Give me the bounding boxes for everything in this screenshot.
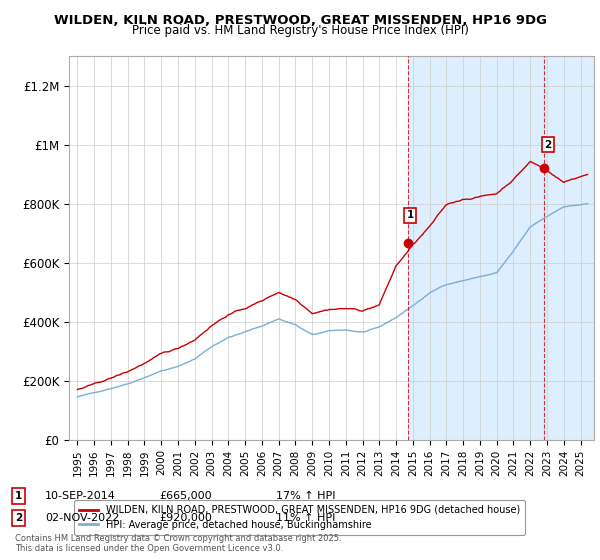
Text: 1: 1	[15, 491, 22, 501]
Text: £665,000: £665,000	[159, 491, 212, 501]
Text: Contains HM Land Registry data © Crown copyright and database right 2025.
This d: Contains HM Land Registry data © Crown c…	[15, 534, 341, 553]
Text: 02-NOV-2022: 02-NOV-2022	[45, 513, 119, 523]
Legend: WILDEN, KILN ROAD, PRESTWOOD, GREAT MISSENDEN, HP16 9DG (detached house), HPI: A: WILDEN, KILN ROAD, PRESTWOOD, GREAT MISS…	[74, 500, 525, 535]
Bar	[408, 56, 594, 440]
Text: 10-SEP-2014: 10-SEP-2014	[45, 491, 116, 501]
Text: 2: 2	[15, 513, 22, 523]
Text: 2: 2	[544, 139, 551, 150]
Text: WILDEN, KILN ROAD, PRESTWOOD, GREAT MISSENDEN, HP16 9DG: WILDEN, KILN ROAD, PRESTWOOD, GREAT MISS…	[53, 14, 547, 27]
Text: 17% ↑ HPI: 17% ↑ HPI	[276, 491, 335, 501]
Text: £920,000: £920,000	[159, 513, 212, 523]
Text: 1: 1	[407, 211, 414, 220]
Text: Price paid vs. HM Land Registry's House Price Index (HPI): Price paid vs. HM Land Registry's House …	[131, 24, 469, 37]
Text: 11% ↑ HPI: 11% ↑ HPI	[276, 513, 335, 523]
